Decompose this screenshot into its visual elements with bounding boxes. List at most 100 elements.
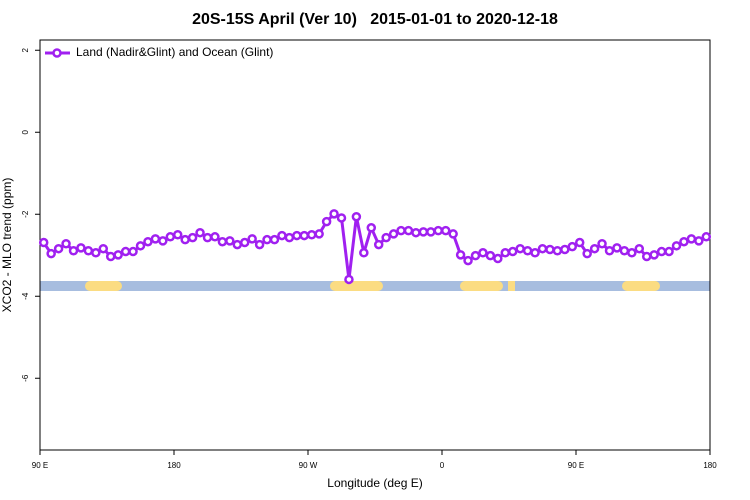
data-point bbox=[284, 232, 295, 243]
land-band bbox=[508, 281, 515, 291]
data-point bbox=[120, 246, 131, 257]
y-tick-label: -2 bbox=[21, 210, 30, 218]
y-tick-label: -6 bbox=[21, 374, 30, 382]
data-point bbox=[247, 234, 257, 244]
x-tick-label: 180 bbox=[167, 461, 181, 470]
data-point bbox=[269, 234, 280, 245]
data-point bbox=[686, 234, 697, 244]
data-point bbox=[83, 245, 94, 256]
x-tick-label: 90 E bbox=[568, 461, 584, 470]
data-point bbox=[619, 245, 630, 256]
data-point bbox=[500, 248, 511, 258]
data-point bbox=[76, 243, 86, 253]
data-point bbox=[470, 250, 481, 261]
land-ocean-band bbox=[40, 281, 710, 291]
data-point bbox=[448, 229, 458, 239]
data-point bbox=[366, 223, 377, 233]
data-point bbox=[396, 225, 406, 236]
x-axis-label: Longitude (deg E) bbox=[327, 476, 422, 490]
data-point bbox=[679, 236, 689, 247]
data-point bbox=[478, 248, 488, 258]
y-tick-label: -4 bbox=[21, 292, 30, 300]
land-band bbox=[460, 281, 503, 291]
data-point bbox=[344, 274, 354, 285]
data-point bbox=[388, 229, 399, 239]
data-point bbox=[612, 243, 622, 253]
data-point bbox=[321, 216, 332, 227]
data-point bbox=[254, 239, 265, 250]
land-band bbox=[330, 281, 383, 291]
data-point bbox=[574, 237, 585, 248]
data-point bbox=[426, 227, 436, 237]
data-point bbox=[239, 237, 250, 248]
data-point bbox=[463, 255, 473, 266]
y-axis-label: XCO2 - MLO trend (ppm) bbox=[0, 178, 14, 313]
data-point bbox=[306, 230, 317, 240]
data-point bbox=[113, 250, 123, 260]
data-point bbox=[150, 234, 161, 244]
data-point bbox=[53, 243, 64, 254]
data-point bbox=[202, 232, 213, 243]
data-point bbox=[359, 248, 369, 258]
data-point bbox=[187, 232, 198, 243]
data-point bbox=[634, 243, 645, 254]
data-point bbox=[46, 248, 56, 259]
data-point bbox=[68, 245, 79, 256]
data-point bbox=[567, 241, 578, 252]
x-tick-label: 180 bbox=[703, 461, 717, 470]
data-point bbox=[589, 243, 600, 254]
data-point bbox=[641, 251, 652, 262]
data-point bbox=[232, 239, 243, 250]
data-point bbox=[552, 245, 563, 256]
data-point bbox=[493, 253, 503, 264]
data-point bbox=[277, 230, 287, 241]
data-point bbox=[217, 236, 228, 247]
data-point bbox=[373, 239, 384, 250]
land-band bbox=[85, 281, 122, 291]
data-point bbox=[299, 230, 310, 241]
data-point bbox=[143, 236, 153, 247]
data-point bbox=[455, 250, 466, 260]
data-point bbox=[440, 225, 451, 236]
data-point bbox=[701, 232, 712, 242]
data-point bbox=[314, 229, 324, 239]
data-point bbox=[351, 211, 362, 222]
y-tick-label: 0 bbox=[21, 129, 30, 134]
data-point bbox=[418, 227, 429, 237]
data-point bbox=[656, 246, 667, 257]
data-point bbox=[515, 243, 525, 254]
data-point bbox=[38, 237, 49, 248]
data-point bbox=[694, 236, 704, 246]
data-point bbox=[225, 236, 235, 246]
data-point bbox=[582, 248, 592, 259]
data-point bbox=[128, 246, 138, 257]
y-tick-label: 2 bbox=[21, 47, 30, 52]
x-tick-label: 90 W bbox=[299, 461, 318, 470]
data-point bbox=[262, 234, 272, 245]
legend-marker bbox=[52, 48, 62, 58]
data-point bbox=[180, 234, 190, 245]
data-point bbox=[522, 245, 533, 256]
data-point bbox=[91, 248, 101, 258]
x-tick-label: 0 bbox=[440, 461, 445, 470]
data-point bbox=[411, 227, 421, 238]
chart-title: 20S-15S April (Ver 10) 2015-01-01 to 202… bbox=[192, 11, 558, 28]
data-point bbox=[172, 230, 183, 240]
data-point bbox=[403, 225, 414, 236]
legend-label: Land (Nadir&Glint) and Ocean (Glint) bbox=[76, 45, 273, 59]
data-point bbox=[292, 230, 302, 241]
x-tick-label: 90 E bbox=[32, 461, 48, 470]
data-point bbox=[597, 239, 607, 249]
data-point bbox=[195, 227, 205, 238]
data-point bbox=[433, 225, 444, 236]
data-point bbox=[537, 243, 548, 254]
data-point bbox=[627, 248, 637, 258]
data-point bbox=[649, 250, 659, 260]
data-point bbox=[381, 232, 391, 243]
data-point bbox=[530, 248, 540, 258]
data-point bbox=[105, 251, 116, 262]
data-point bbox=[664, 246, 674, 257]
data-point bbox=[210, 232, 220, 242]
data-point bbox=[336, 213, 347, 223]
